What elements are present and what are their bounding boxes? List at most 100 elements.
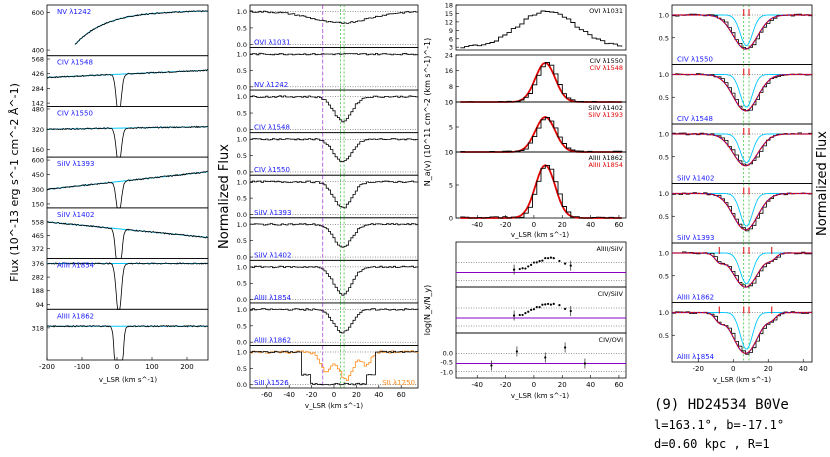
panel-a-ytick-label-a1-426: 426 <box>32 70 44 78</box>
panel-b-xtick-label-40: 40 <box>374 391 383 399</box>
panel-e-frame-5 <box>671 302 813 363</box>
panel-c-ytick-label-c1-16: 16 <box>445 67 453 75</box>
panel-b-ylabel: Normalized Flux <box>217 144 232 249</box>
panel-c-label1-c0: OVI λ1031 <box>589 7 623 15</box>
panel-b-ytick-label-b0-0.0: 0.0 <box>237 41 247 49</box>
panel-b-ytick-label-b4-0.5: 0.5 <box>237 195 247 203</box>
panel-c-xtick-label-20: 20 <box>558 221 567 229</box>
panel-d-point-d1-1 <box>518 313 521 317</box>
panel-a-label-a2: CIV λ1550 <box>57 109 93 117</box>
panel-e-fit2-e1 <box>672 74 812 112</box>
panel-a-ytick-label-a0-400: 400 <box>32 47 44 55</box>
panel-a-ytick-label-a2-160: 160 <box>32 146 44 154</box>
panel-c-label2-c1: CIV λ1548 <box>590 64 623 72</box>
panel-b-label-b0: OVI λ1031 <box>254 39 290 47</box>
panel-a-label-a1: CIV λ1548 <box>57 59 93 67</box>
panel-d-ytick-label--1.0: -1.0 <box>440 369 453 377</box>
panel-a-xlabel: v_LSR (km s^-1) <box>99 376 157 384</box>
panel-c-ytick-label-c0-15: 15 <box>445 10 453 18</box>
panel-e-ytick-label-e0-1.0: 1.0 <box>659 12 669 20</box>
panel-d-xlabel: v_LSR (km s^-1) <box>511 392 569 400</box>
panel-d-point-d0-3 <box>524 267 527 270</box>
panel-d-point-d0-12 <box>549 256 553 259</box>
panel-a-label-a4: SiIV λ1402 <box>57 211 94 219</box>
panel-a-ytick-label-a1-568: 568 <box>32 56 44 64</box>
panel-a-xtick-label--200: -200 <box>39 363 55 371</box>
panel-b-spectrum-b5 <box>250 223 419 248</box>
panel-b-ytick-label-b3-0.5: 0.5 <box>237 152 247 160</box>
panel-e-spectrum-e1 <box>672 73 813 112</box>
panel-b-xtick-label-0: 0 <box>332 391 336 399</box>
panel-b-label-b2: CIV λ1548 <box>254 124 290 132</box>
panel-e-spectrum-e2 <box>672 132 813 166</box>
panel-e-component-e0 <box>672 14 812 46</box>
panel-e-spectrum-e5 <box>672 311 813 355</box>
panel-b-spectrum-b2 <box>250 95 419 123</box>
panel-c-profile-c2 <box>460 116 623 153</box>
panel-d-xtick-label-20: 20 <box>558 381 567 389</box>
panel-e-spectrum-e0 <box>672 13 813 49</box>
panel-b-ytick-label-b7-0.5: 0.5 <box>237 322 247 330</box>
panel-d-point-d1-7 <box>535 306 538 309</box>
panel-d-point-d1-8 <box>538 306 541 309</box>
panel-a-ylabel: Flux (10^-13 erg s^-1 cm^-2 Å^-1) <box>8 83 21 282</box>
panel-b-label-b5: SiIV λ1402 <box>254 251 291 259</box>
panel-e-ytick-label-e4-1.0: 1.0 <box>659 250 669 258</box>
panel-a-spectrum-a1 <box>46 69 209 107</box>
panel-b-ytick-label-b5-0.0: 0.0 <box>237 254 247 262</box>
panel-b-spectrum-b7 <box>250 308 419 334</box>
panel-b-ytick-label-b7-1.0: 1.0 <box>237 306 247 314</box>
panel-e-ytick-label-e1-0.5: 0.5 <box>659 94 669 102</box>
panel-e-ytick-label-e4-0.5: 0.5 <box>659 272 669 280</box>
panel-d-point-d1-4 <box>527 310 530 313</box>
panel-a-ytick-label-a0-600: 600 <box>32 9 44 17</box>
panel-d-point-d1-10 <box>544 303 547 306</box>
panel-a-xtick-label--100: -100 <box>74 363 90 371</box>
panel-b-ytick-label-b6-0.0: 0.0 <box>237 296 247 304</box>
panel-b-xtick-label--40: -40 <box>283 391 294 399</box>
panel-a-ytick-label-a4-558: 558 <box>32 219 44 227</box>
panel-b-spectrum-b0 <box>250 10 418 24</box>
panel-a-ytick-label-a2-480: 480 <box>32 105 44 113</box>
panel-e-ytick-label-e2-1.0: 1.0 <box>659 131 669 139</box>
panel-b-ytick-label-b4-1.0: 1.0 <box>237 178 247 186</box>
panel-d-point-d0-2 <box>521 267 524 270</box>
panel-d-point-d1-13 <box>552 302 555 306</box>
panel-e-spectrum-e3 <box>672 192 813 232</box>
panel-b-xtick-label-20: 20 <box>352 391 361 399</box>
panel-c-label2-c3: AlIII λ1854 <box>589 161 623 169</box>
panel-e-fit-e1 <box>672 73 812 112</box>
panel-b-ytick-label-b4-0.0: 0.0 <box>237 211 247 219</box>
panel-b-ytick-label-b8-1.0: 1.0 <box>237 348 247 356</box>
panel-e-label-e5: AlIII λ1854 <box>677 353 715 361</box>
panel-b-spectrum-b8 <box>250 350 419 386</box>
panel-a-spectrum-a2 <box>46 125 209 158</box>
panel-d-point-d0-13 <box>552 257 555 260</box>
panel-b-label-b6: AlIII λ1854 <box>254 294 292 302</box>
panel-a-ytick-label-a1-142: 142 <box>32 100 44 108</box>
panel-d-label-d2: CIV/OVI <box>599 336 624 344</box>
panel-e-component-e1 <box>672 74 812 108</box>
panel-c-ytick-label-c3-10: 10 <box>445 149 453 157</box>
panel-a-spectrum-a4 <box>46 221 209 259</box>
panel-e-fit-e4 <box>672 252 812 288</box>
panel-b-spectrum-b6 <box>250 265 419 296</box>
panel-c-ytick-label-c3-5: 5 <box>449 182 453 190</box>
panel-c-label1-c2: SiIV λ1402 <box>588 104 623 112</box>
panel-e-component-e5 <box>672 312 812 350</box>
panel-a-ytick-label-a4-465: 465 <box>32 232 44 240</box>
panel-a-label-a5: AlIII λ1854 <box>57 262 95 270</box>
panel-a-xtick-label-0: 0 <box>115 363 119 371</box>
panel-c-label1-c3: AlIII λ1862 <box>589 154 623 162</box>
panel-c-xlabel: v_LSR (km s^-1) <box>511 231 569 239</box>
panel-a-spectrum-a5 <box>46 262 209 310</box>
panel-e-ytick-label-e2-0.5: 0.5 <box>659 153 669 161</box>
panel-d-point-d0-10 <box>544 257 547 260</box>
panel-d-point-d0-15 <box>563 262 567 265</box>
panel-c-ytick-label-c0-6: 6 <box>449 35 453 43</box>
panel-c-ytick-label-c0-3: 3 <box>449 44 453 52</box>
panel-d-point-d1-12 <box>549 303 553 306</box>
panel-a-ytick-label-a2-320: 320 <box>32 126 44 134</box>
panel-c-ytick-label-c1-0: 0 <box>449 99 453 107</box>
panel-d-point-d1-15 <box>563 307 567 310</box>
